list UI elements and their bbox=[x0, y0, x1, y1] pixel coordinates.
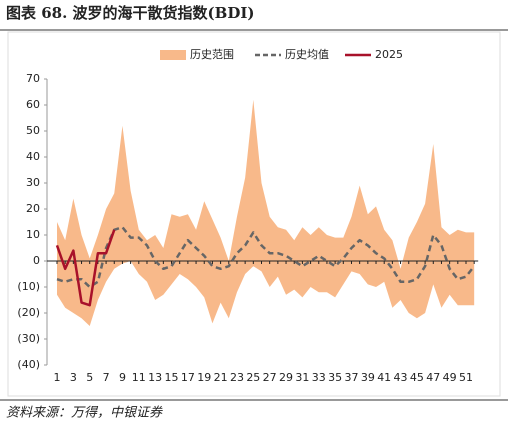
y-tick-label: 40 bbox=[26, 150, 40, 163]
y-tick-label: 50 bbox=[26, 124, 40, 137]
x-tick-label: 45 bbox=[410, 371, 424, 384]
y-tick-label: 70 bbox=[26, 72, 40, 85]
y-tick-label: (40) bbox=[17, 358, 40, 371]
x-tick-label: 23 bbox=[230, 371, 244, 384]
x-tick-label: 5 bbox=[86, 371, 93, 384]
x-tick-label: 29 bbox=[279, 371, 293, 384]
x-tick-label: 15 bbox=[165, 371, 179, 384]
legend-label: 历史范围 bbox=[190, 47, 234, 61]
range-area bbox=[57, 99, 475, 326]
y-tick-label: 0 bbox=[33, 254, 40, 267]
legend-swatch bbox=[160, 50, 186, 60]
x-tick-label: 25 bbox=[246, 371, 260, 384]
x-tick-label: 17 bbox=[181, 371, 195, 384]
x-tick-label: 39 bbox=[361, 371, 375, 384]
y-tick-label: 10 bbox=[26, 228, 40, 241]
x-tick-label: 11 bbox=[132, 371, 146, 384]
source: 资料来源：万得，中银证券 bbox=[6, 406, 163, 421]
y-tick-label: (10) bbox=[17, 280, 40, 293]
x-tick-label: 9 bbox=[119, 371, 126, 384]
x-tick-label: 49 bbox=[443, 371, 457, 384]
y-tick-label: 30 bbox=[26, 176, 40, 189]
x-tick-label: 37 bbox=[344, 371, 358, 384]
y-tick-label: 60 bbox=[26, 98, 40, 111]
x-tick-label: 19 bbox=[197, 371, 211, 384]
x-tick-label: 1 bbox=[54, 371, 61, 384]
x-tick-label: 7 bbox=[103, 371, 110, 384]
x-tick-label: 33 bbox=[312, 371, 326, 384]
x-tick-label: 13 bbox=[148, 371, 162, 384]
x-tick-label: 21 bbox=[214, 371, 228, 384]
chart-frame bbox=[7, 31, 501, 397]
x-tick-label: 35 bbox=[328, 371, 342, 384]
x-tick-label: 51 bbox=[459, 371, 473, 384]
x-tick-label: 27 bbox=[263, 371, 277, 384]
series-line bbox=[55, 229, 116, 307]
y-tick-label: (20) bbox=[17, 306, 40, 319]
legend-label: 历史均值 bbox=[285, 48, 329, 61]
x-tick-label: 41 bbox=[377, 371, 391, 384]
y-tick-label: (30) bbox=[17, 332, 40, 345]
x-tick-label: 31 bbox=[295, 371, 309, 384]
x-tick-label: 47 bbox=[426, 371, 440, 384]
x-tick-label: 3 bbox=[70, 371, 77, 384]
x-tick-label: 43 bbox=[394, 371, 408, 384]
y-tick-label: 20 bbox=[26, 202, 40, 215]
legend-label: 2025 bbox=[375, 48, 403, 61]
chart-title: 图表 68. 波罗的海干散货指数(BDI) bbox=[6, 4, 254, 22]
